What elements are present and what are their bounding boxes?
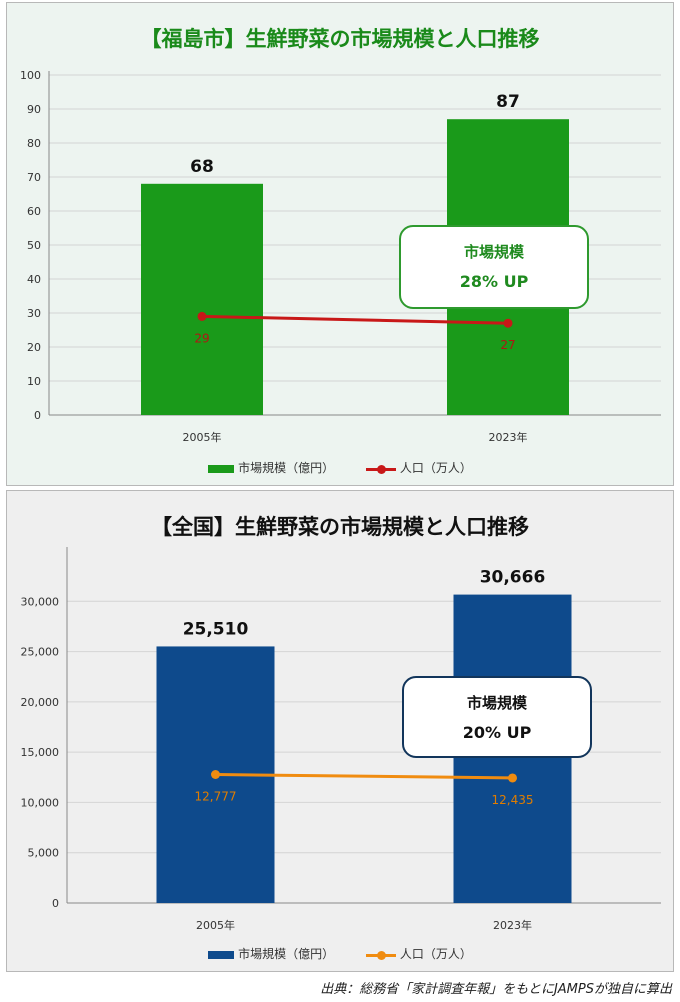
- legend-line-swatch: [365, 463, 396, 475]
- line-point: [211, 769, 220, 779]
- chart-title: 【福島市】生鮮野菜の市場規模と人口推移: [140, 27, 540, 51]
- line-point: [197, 311, 207, 321]
- legend: 市場規模（億円） 人口（万人）: [7, 459, 673, 476]
- y-tick-label: 25,000: [21, 646, 60, 659]
- callout-value: 20% UP: [462, 723, 532, 742]
- x-tick-label: 2005年: [183, 430, 222, 444]
- legend-bar-swatch: [208, 950, 235, 959]
- legend-bar-swatch: [208, 464, 235, 473]
- y-tick-label: 40: [27, 273, 41, 286]
- y-tick-label: 15,000: [21, 746, 60, 759]
- x-tick-label: 2023年: [489, 430, 528, 444]
- y-tick-label: 100: [20, 69, 41, 82]
- y-tick-label: 60: [27, 205, 41, 218]
- bar: [141, 183, 263, 415]
- line-value-label: 12,777: [195, 789, 237, 803]
- bar-value-label: 68: [190, 157, 214, 177]
- y-tick-label: 0: [52, 897, 59, 910]
- y-tick-label: 10: [27, 375, 41, 388]
- y-tick-label: 70: [27, 171, 41, 184]
- legend-label: 市場規模（億円）: [238, 461, 335, 475]
- national-chart-panel: 【全国】生鮮野菜の市場規模と人口推移 0 5,000 10,000 15,000 20,…: [6, 490, 674, 972]
- fukushima-plot: 0 10 20 30 40 50 60 70 80 90 100 2005年 2023年 68 87 29 27: [20, 69, 661, 444]
- legend: 市場規模（億円） 人口（万人）: [7, 945, 673, 962]
- y-tick-label: 50: [27, 239, 41, 252]
- legend-label: 人口（万人）: [399, 461, 472, 475]
- bar-value-label: 25,510: [183, 619, 249, 639]
- y-tick-label: 80: [27, 137, 41, 150]
- callout-label: 市場規模: [466, 694, 527, 712]
- growth-callout: 市場規模 20% UP: [402, 676, 592, 758]
- bar-value-label: 30,666: [480, 568, 546, 588]
- legend-label: 人口（万人）: [399, 947, 472, 961]
- callout-label: 市場規模: [463, 243, 524, 261]
- chart-title: 【全国】生鮮野菜の市場規模と人口推移: [151, 515, 529, 539]
- legend-line-swatch: [365, 949, 396, 961]
- legend-item-market: 市場規模（億円）: [208, 459, 334, 476]
- y-tick-label: 20: [27, 341, 41, 354]
- series-line: [201, 314, 509, 325]
- y-tick-label: 20,000: [21, 696, 60, 709]
- bar-value-label: 87: [496, 92, 520, 112]
- fukushima-chart-panel: 【福島市】生鮮野菜の市場規模と人口推移 0 10 20 30 40 50 60 70 80 90 1…: [6, 2, 674, 486]
- callout-value: 28% UP: [459, 272, 529, 291]
- y-tick-label: 10,000: [21, 796, 60, 809]
- line-point: [503, 318, 513, 328]
- legend-item-market: 市場規模（億円）: [208, 945, 334, 962]
- legend-label: 市場規模（億円）: [238, 947, 335, 961]
- line-value-label: 27: [500, 338, 515, 352]
- y-tick-label: 30,000: [21, 595, 60, 608]
- series-line: [215, 772, 513, 780]
- y-tick-label: 30: [27, 307, 41, 320]
- line-value-label: 29: [194, 331, 209, 345]
- y-tick-label: 90: [27, 103, 41, 116]
- x-tick-label: 2023年: [493, 918, 532, 932]
- growth-callout: 市場規模 28% UP: [399, 225, 589, 309]
- line-point: [508, 773, 517, 783]
- legend-item-population: 人口（万人）: [365, 945, 472, 962]
- x-tick-label: 2005年: [196, 918, 235, 932]
- line-value-label: 12,435: [492, 793, 534, 807]
- source-note: 出典：総務省「家計調査年報」をもとにJAMPSが独自に算出: [320, 982, 672, 997]
- legend-item-population: 人口（万人）: [365, 459, 472, 476]
- y-tick-label: 5,000: [28, 847, 60, 860]
- y-tick-label: 0: [34, 409, 41, 422]
